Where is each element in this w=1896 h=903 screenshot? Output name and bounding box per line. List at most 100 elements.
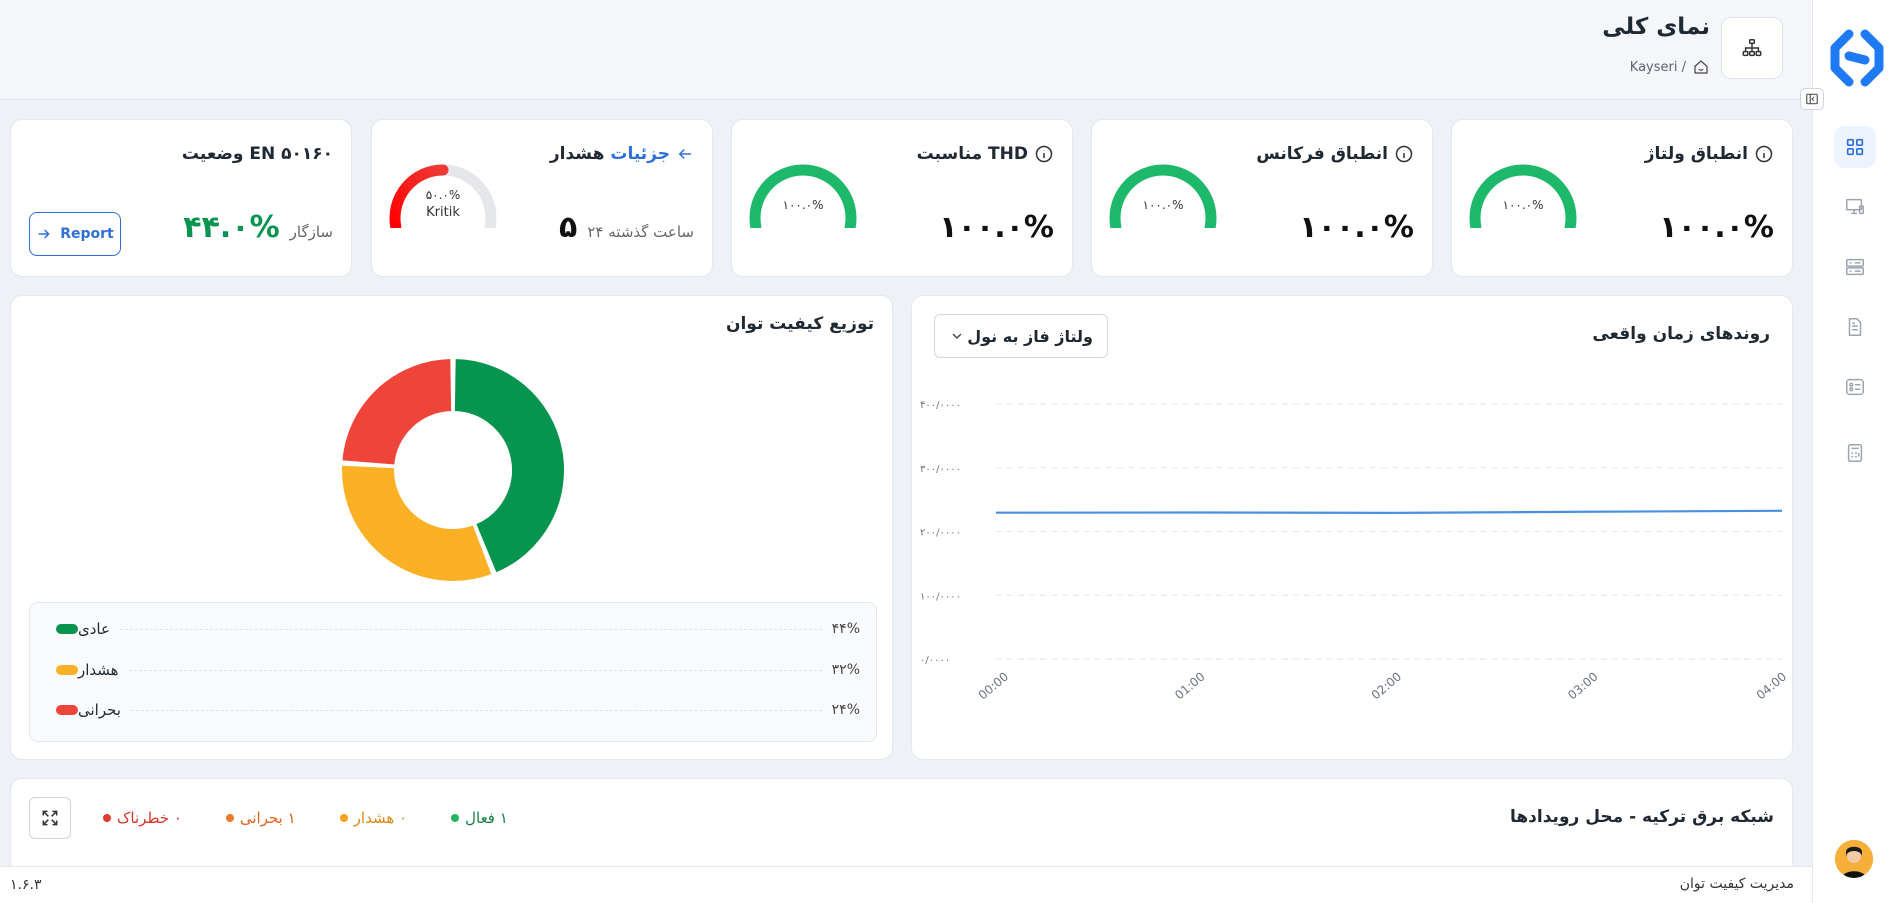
arrow-right-icon: [38, 229, 50, 239]
kpi-card-thd: مناسبت THD ۱۰۰.۰% ۱۰۰.۰%: [731, 119, 1073, 277]
stat-dot: [339, 814, 348, 822]
avatar[interactable]: [1835, 840, 1873, 878]
info-icon[interactable]: [1394, 144, 1414, 164]
x-tick-label: 04:00: [1754, 669, 1789, 702]
server-icon: [1846, 258, 1864, 276]
app-version: ۱.۶.۳: [10, 877, 42, 893]
kpi-title-text: مناسبت THD: [916, 144, 1028, 164]
thd-gauge: [749, 164, 857, 228]
fullscreen-button[interactable]: [29, 797, 71, 839]
info-icon[interactable]: [1034, 144, 1054, 164]
frequency-gauge: [1109, 164, 1217, 228]
kpi-value: ۱۰۰.۰%: [1299, 210, 1414, 245]
events-panel: شبکه برق ترکیه - محل رویدادها ۰ خطرناک ۱…: [10, 778, 1793, 878]
list-card-icon: [1846, 378, 1864, 396]
expand-icon: [42, 810, 58, 826]
voltage-gauge: [1469, 164, 1577, 228]
legend-value: ۲۴%: [831, 702, 860, 718]
stat-dot: [451, 814, 460, 822]
en50160-value-row: ۴۴.۰% سازگار: [183, 210, 333, 245]
x-tick-label: 03:00: [1565, 669, 1600, 702]
legend-divider: [119, 628, 822, 630]
kpi-value: ۱۰۰.۰%: [1659, 210, 1774, 245]
stat-active: ۱ فعال: [451, 809, 508, 827]
series-line: [995, 509, 1783, 514]
report-button-label: Report: [60, 226, 114, 242]
legend-dot: [56, 665, 78, 675]
kpi-value: ۱۰۰.۰%: [939, 210, 1054, 245]
sidebar-item-monitor[interactable]: [1834, 186, 1876, 228]
kpi-title: انطباق ولتاژ: [1645, 144, 1774, 164]
trends-title: روندهای زمان واقعی: [1592, 324, 1770, 344]
hierarchy-icon-button[interactable]: [1721, 17, 1783, 79]
stat-dot: [103, 814, 111, 822]
sidebar-item-server[interactable]: [1834, 246, 1876, 288]
sidebar-item-list[interactable]: [1834, 366, 1876, 408]
legend-value: ۴۴%: [831, 621, 860, 637]
monitor-icon: [1846, 198, 1864, 215]
kpi-title: انطباق فرکانس: [1256, 144, 1414, 164]
x-tick-label: 01:00: [1172, 669, 1207, 702]
stat-label: ۱ بحرانی: [239, 809, 296, 827]
home-icon[interactable]: [1692, 58, 1710, 76]
report-button[interactable]: Report: [29, 212, 121, 256]
stat-critical-dangerous: ۰ خطرناک: [103, 809, 182, 827]
legend-value: ۳۲%: [831, 662, 860, 678]
gauge-status: Kritik: [426, 205, 460, 220]
gauge-value: ۱۰۰.۰%: [1142, 198, 1184, 212]
kpi-title-text: هشدار: [549, 144, 605, 164]
alarm-period: ۲۴ ساعت گذشته: [587, 223, 694, 241]
sidebar-collapse-button[interactable]: [1800, 88, 1824, 110]
kpi-title: هشدار جزئیات: [550, 144, 694, 164]
user-avatar-icon: [1835, 840, 1873, 878]
kpi-title: وضعیت EN ۵۰۱۶۰: [181, 144, 333, 164]
breadcrumb: Kayseri /: [1630, 58, 1710, 76]
stat-dot: [225, 814, 234, 822]
gauge-value: ۱۰۰.۰%: [782, 198, 824, 212]
info-icon[interactable]: [1754, 144, 1774, 164]
gauge-value-block: ۵۰.۰% Kritik: [387, 186, 499, 222]
alarm-count: ۵: [559, 210, 578, 245]
phase-select-value: ولتاژ فاز به نول: [967, 326, 1093, 346]
event-stats: ۰ خطرناک ۱ بحرانی ۰ هشدار ۱ فعال: [103, 809, 508, 827]
sidebar-item-dashboard[interactable]: [1834, 126, 1876, 168]
panel-collapse-icon: [1806, 93, 1818, 105]
kpi-title-text: انطباق فرکانس: [1256, 144, 1388, 164]
gauge-fill: [749, 164, 857, 228]
stat-critical: ۱ بحرانی: [225, 809, 296, 827]
x-tick-label: 00:00: [976, 669, 1011, 702]
dashboard-grid-icon: [1846, 138, 1864, 156]
arrow-left-icon[interactable]: [676, 145, 694, 163]
y-tick-label: ۴۰۰/۰۰۰۰: [920, 400, 961, 411]
events-title: شبکه برق ترکیه - محل رویدادها: [1510, 807, 1774, 827]
sidebar-item-documents[interactable]: [1834, 306, 1876, 348]
brand-logo-icon: [1830, 29, 1884, 87]
legend-label: بحرانی: [78, 701, 121, 719]
stat-label: ۰ خطرناک: [117, 809, 182, 827]
alarm-gauge: [389, 164, 497, 228]
page-title: نمای کلی: [1602, 14, 1710, 40]
donut-slice: [452, 356, 566, 575]
distribution-panel: توزیع کیفیت توان عادی ۴۴% هشدار ۳۲% بحرا…: [10, 295, 893, 760]
calculator-icon: [1847, 444, 1863, 462]
details-link[interactable]: جزئیات: [610, 144, 670, 164]
legend-dot: [56, 624, 78, 634]
legend-label: عادی: [78, 620, 110, 638]
kpi-title-text: انطباق ولتاژ: [1644, 144, 1748, 164]
gauge-fill: [1469, 164, 1577, 228]
legend-row-normal: عادی ۴۴%: [46, 617, 860, 641]
legend-dot: [56, 705, 78, 715]
hierarchy-icon: [1742, 39, 1762, 57]
phase-select[interactable]: ولتاژ فاز به نول: [934, 314, 1108, 358]
donut-slice: [340, 356, 454, 467]
donut-slice: [340, 463, 494, 583]
document-icon: [1848, 318, 1862, 336]
stat-label: ۱ فعال: [465, 809, 508, 827]
sidebar-item-calculator[interactable]: [1834, 432, 1876, 474]
kpi-card-voltage: انطباق ولتاژ ۱۰۰.۰% ۱۰۰.۰%: [1451, 119, 1793, 277]
legend-divider: [128, 669, 822, 671]
quality-donut-chart: [340, 356, 566, 583]
gauge-fill: [1109, 164, 1217, 228]
en50160-value: ۴۴.۰%: [183, 210, 280, 245]
breadcrumb-location[interactable]: Kayseri /: [1629, 59, 1686, 75]
